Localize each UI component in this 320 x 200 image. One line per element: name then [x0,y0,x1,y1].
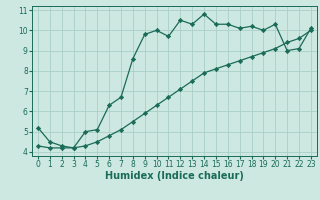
X-axis label: Humidex (Indice chaleur): Humidex (Indice chaleur) [105,171,244,181]
